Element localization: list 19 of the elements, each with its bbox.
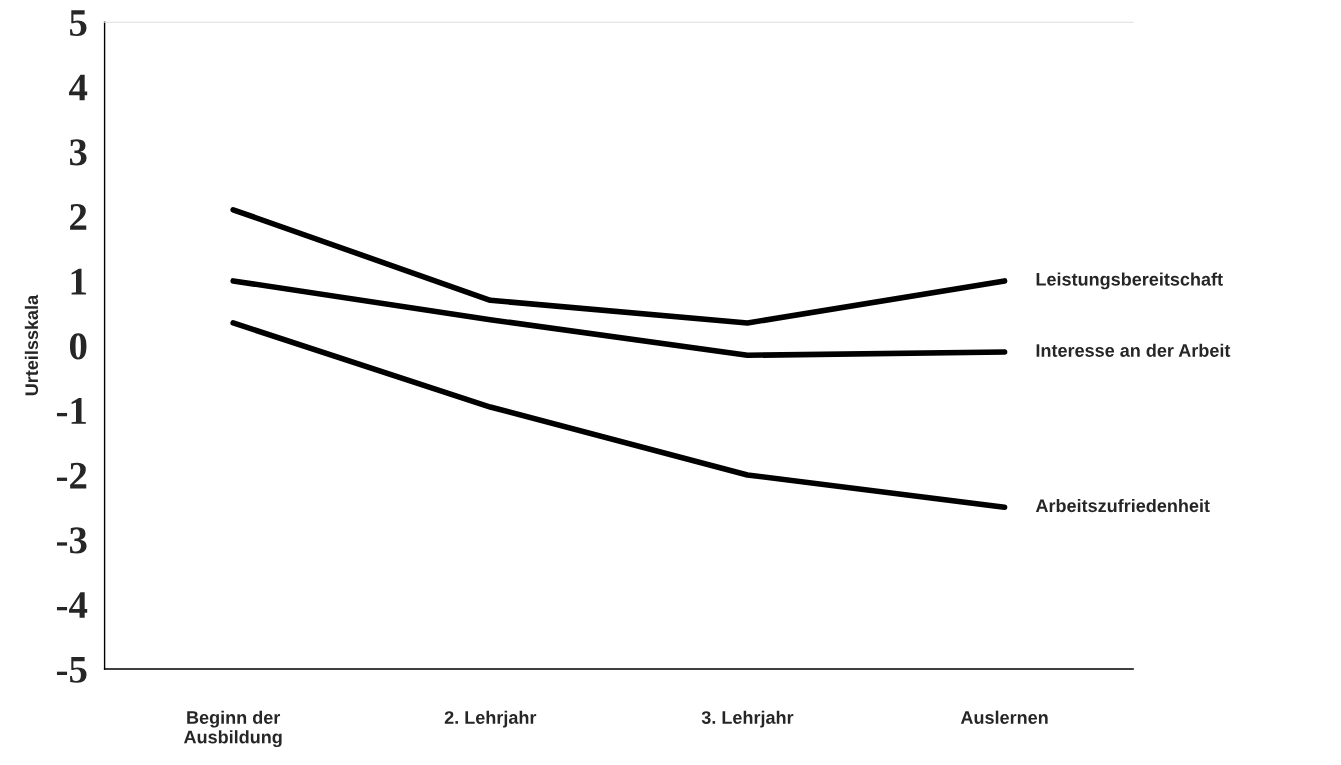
x-tick-label: 3. Lehrjahr [701, 710, 794, 728]
y-tick-label: 5 [70, 10, 87, 37]
y-tick-label: -3 [56, 527, 87, 554]
x-tick-label: Beginn der Ausbildung [183, 710, 282, 748]
y-tick-label: -1 [56, 398, 86, 424]
y-tick-label: -5 [56, 657, 87, 683]
y-tick-label: 1 [71, 268, 86, 295]
y-tick-label: -4 [56, 592, 88, 618]
y-tick-label: 2 [70, 203, 87, 230]
y-axis-title: Urteilsskala [24, 294, 39, 396]
y-tick-label: 0 [69, 333, 87, 360]
series-label: Leistungsbereitschaft [1036, 272, 1223, 290]
y-tick-label: -2 [56, 462, 87, 489]
y-tick-label: 4 [69, 74, 88, 101]
series-label: Arbeitszufriedenheit [1035, 498, 1210, 513]
series-label: Interesse an der Arbeit [1036, 343, 1231, 357]
x-tick-label: 2. Lehrjahr [444, 710, 537, 728]
x-tick-label: Auslernen [960, 710, 1048, 724]
y-tick-label: 3 [69, 139, 87, 166]
